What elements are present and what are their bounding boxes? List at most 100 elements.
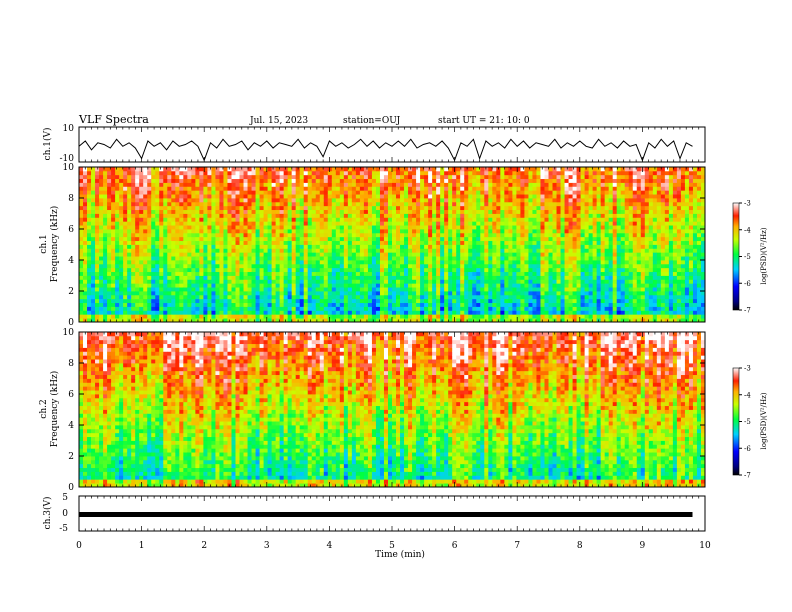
spectrogram-cell [247,229,252,234]
spectrogram-cell [476,248,481,253]
spectrogram-cell [528,271,533,276]
spectrogram-cell [464,271,469,276]
spectrogram-cell [568,232,573,238]
spectrogram-cell [440,271,445,276]
spectrogram-cell [167,174,172,180]
spectrogram-cell [191,221,196,226]
spectrogram-cell [436,298,441,304]
spectrogram-cell [460,178,465,183]
spectrogram-cell [291,267,297,273]
spectrogram-cell [91,283,96,288]
spectrogram-cell [223,170,228,176]
spectrogram-cell [83,194,88,199]
spectrogram-cell [79,221,84,226]
spectrogram-cell [283,170,289,176]
spectrogram-cell [219,221,224,226]
spectrogram-cell [183,294,188,300]
spectrogram-cell [123,291,128,296]
spectrogram-cell [408,310,413,315]
spectrogram-cell [472,248,477,253]
spectrogram-cell [319,217,325,222]
spectrogram-cell [183,170,188,176]
spectrogram-cell [135,174,140,180]
spectrogram-cell [355,198,361,203]
spectrogram-cell [179,209,184,214]
spectrogram-cell [299,170,305,176]
spectrogram-cell [135,170,140,176]
spectrogram-cell [428,232,433,238]
spectrogram-cell [307,314,313,319]
spectrogram-cell [480,279,485,284]
spectrogram-cell [392,240,397,245]
spectrogram-cell [367,302,373,307]
spectrogram-cell [359,260,365,265]
spectrogram-cell [155,302,160,307]
spectrogram-cell [363,263,369,269]
spectrogram-cell [115,271,120,276]
spectrogram-cell [424,283,429,288]
spectrogram-cell [299,209,305,214]
spectrogram-cell [512,318,517,323]
spectrogram-cell [271,302,277,307]
spectrogram-cell [428,170,433,176]
spectrogram-cell [420,260,425,265]
spectrogram-cell [311,252,317,257]
spectrogram-cell [347,267,353,273]
spectrogram-cell [560,275,565,280]
spectrogram-cell [275,310,281,315]
spectrogram-cell [367,186,373,191]
spectrogram-cell [239,213,244,218]
spectrogram-cell [251,248,256,253]
spectrogram-cell [548,213,553,218]
spectrogram-cell [556,217,561,222]
spectrogram-cell [83,186,88,191]
spectrogram-cell [131,294,136,300]
spectrogram-cell [195,205,200,211]
spectrogram-cell [287,271,293,276]
spectrogram-cell [151,240,156,245]
spectrogram-cell [472,275,477,280]
spectrogram-cell [195,287,200,292]
spectrogram-cell [339,190,345,195]
spectrogram-cell [79,170,84,176]
spectrogram-cell [191,167,196,172]
spectrogram-cell [311,271,317,276]
spectrogram-cell [171,314,176,319]
spectrogram-cell [275,302,281,307]
spectrogram-cell [195,240,200,245]
spectrogram-cell [327,170,333,176]
spectrogram-cell [291,178,297,183]
spectrogram-cell [143,229,148,234]
spectrogram-cell [400,271,405,276]
spectrogram-cell [456,275,461,280]
spectrogram-cell [107,225,112,230]
spectrogram-cell [255,221,260,226]
spectrogram-cell [215,221,220,226]
spectrogram-cell [307,221,313,226]
spectrogram-cell [295,198,301,203]
spectrogram-cell [159,190,164,195]
spectrogram-cell [163,287,168,292]
spectrogram-cell [271,283,277,288]
spectrogram-cell [387,190,393,195]
spectrogram-cell [199,240,204,245]
spectrogram-cell [231,213,236,218]
spectrogram-cell [528,190,533,195]
spectrogram-cell [464,310,469,315]
spectrogram-cell [387,279,393,284]
spectrogram-cell [319,260,325,265]
spectrogram-cell [291,170,297,176]
spectrogram-cell [83,174,88,180]
spectrogram-cell [400,217,405,222]
spectrogram-cell [299,287,305,292]
spectrogram-cell [95,291,100,296]
spectrogram-cell [167,302,172,307]
spectrogram-cell [227,318,232,323]
spectrogram-cell [500,229,505,234]
spectrogram-cell [275,318,281,323]
spectrogram-cell [307,279,313,284]
spectrogram-cell [103,283,108,288]
spectrogram-cell [279,167,285,172]
spectrogram-cell [203,275,208,280]
spectrogram-cell [444,174,449,180]
